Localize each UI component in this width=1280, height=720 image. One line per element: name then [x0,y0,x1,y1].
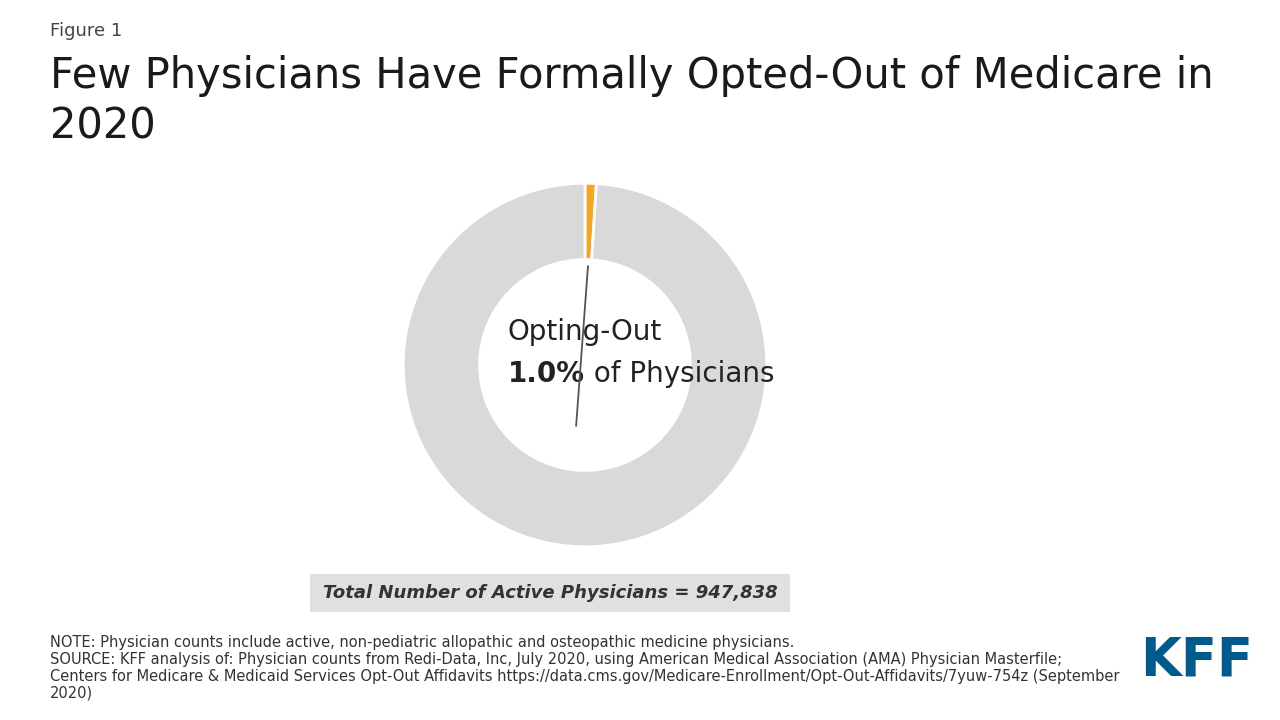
Text: 1.0%: 1.0% [508,360,585,388]
Text: SOURCE: KFF analysis of: Physician counts from Redi-Data, Inc, July 2020, using : SOURCE: KFF analysis of: Physician count… [50,652,1062,667]
Text: Opting-Out: Opting-Out [508,318,662,346]
Text: of Physicians: of Physicians [585,360,774,388]
Text: Centers for Medicare & Medicaid Services Opt-Out Affidavits https://data.cms.gov: Centers for Medicare & Medicaid Services… [50,669,1120,684]
Wedge shape [585,183,596,260]
Text: KFF: KFF [1140,634,1253,686]
Text: 2020): 2020) [50,686,93,701]
Text: Few Physicians Have Formally Opted-Out of Medicare in
2020: Few Physicians Have Formally Opted-Out o… [50,55,1213,148]
Wedge shape [403,183,767,546]
Text: NOTE: Physician counts include active, non-pediatric allopathic and osteopathic : NOTE: Physician counts include active, n… [50,635,795,650]
Text: Figure 1: Figure 1 [50,22,123,40]
Text: Total Number of Active Physicians = 947,838: Total Number of Active Physicians = 947,… [323,584,777,602]
